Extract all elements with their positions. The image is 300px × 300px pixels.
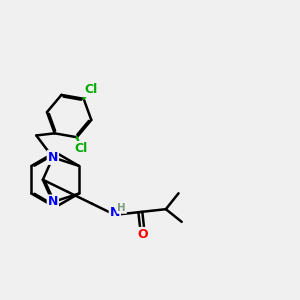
Text: Cl: Cl	[85, 83, 98, 96]
Text: N: N	[48, 196, 58, 208]
Text: N: N	[48, 151, 58, 164]
Text: Cl: Cl	[74, 142, 88, 155]
Text: N: N	[110, 206, 120, 219]
Text: H: H	[118, 203, 126, 213]
Text: O: O	[137, 228, 148, 241]
